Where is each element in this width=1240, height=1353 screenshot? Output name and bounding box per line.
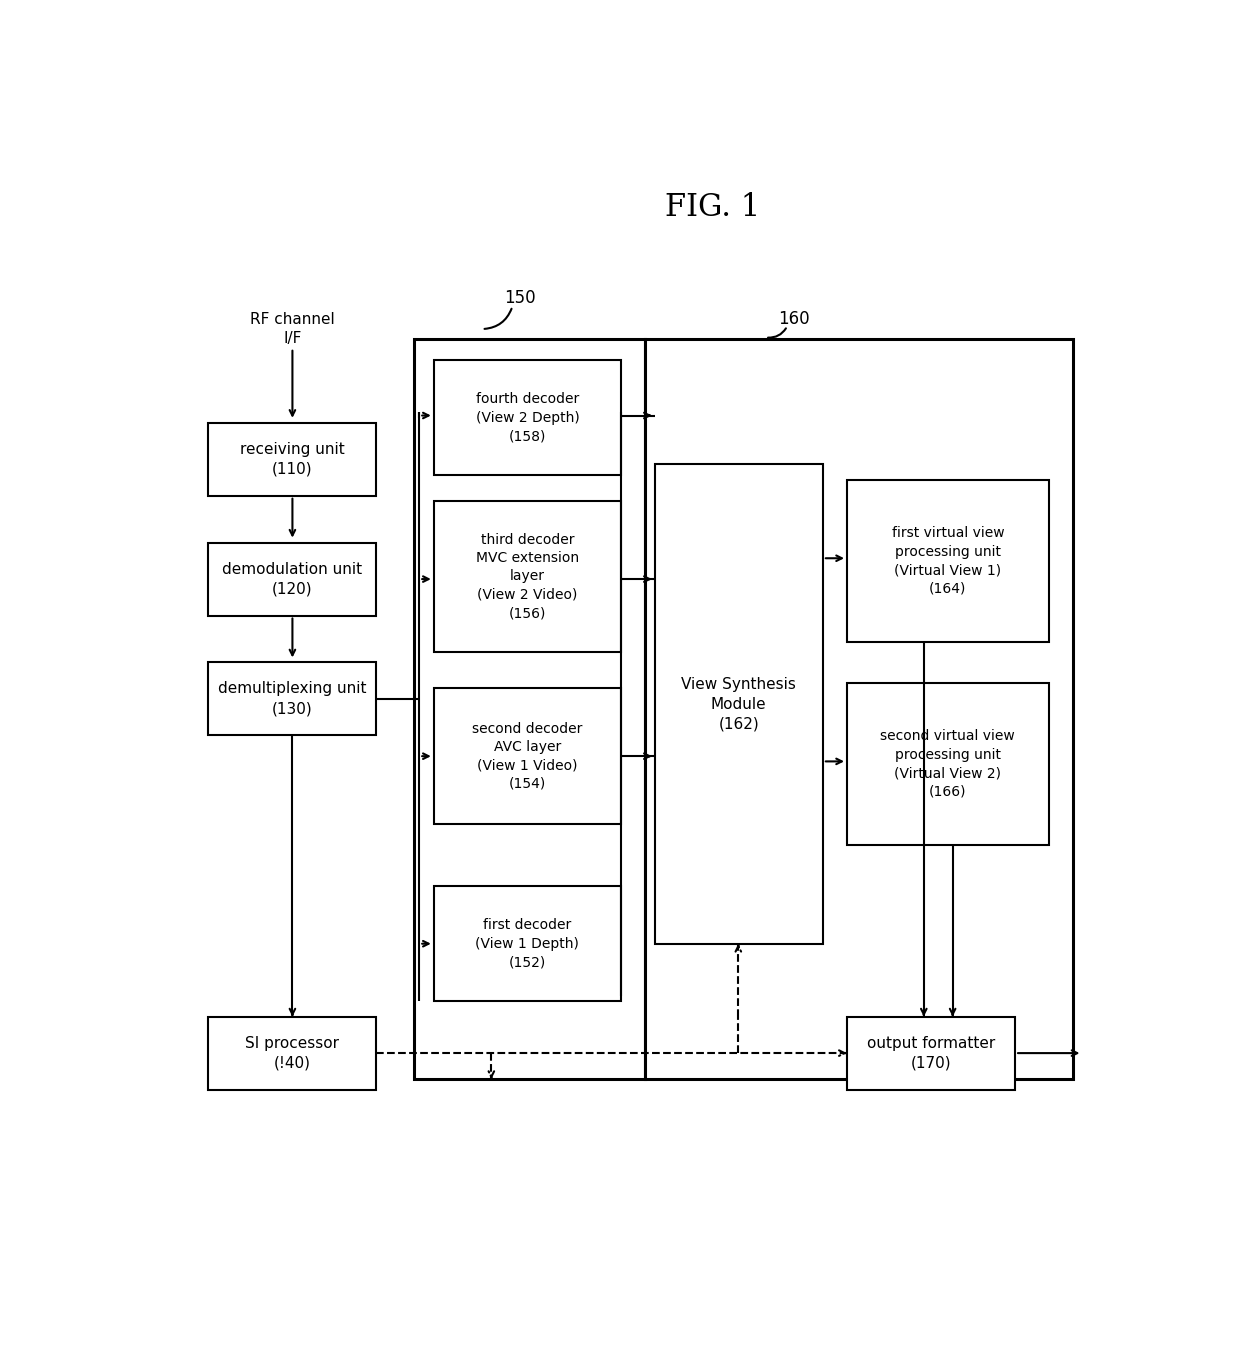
- Text: RF channel
I/F: RF channel I/F: [250, 311, 335, 346]
- Bar: [208, 663, 376, 735]
- Text: third decoder
MVC extension
layer
(View 2 Video)
(156): third decoder MVC extension layer (View …: [476, 533, 579, 620]
- Text: second virtual view
processing unit
(Virtual View 2)
(166): second virtual view processing unit (Vir…: [880, 729, 1016, 798]
- Text: 160: 160: [779, 310, 810, 327]
- Bar: [208, 422, 376, 495]
- Text: first decoder
(View 1 Depth)
(152): first decoder (View 1 Depth) (152): [475, 919, 579, 969]
- Bar: [645, 340, 1073, 1080]
- Bar: [847, 683, 1049, 844]
- Text: View Synthesis
Module
(162): View Synthesis Module (162): [681, 676, 796, 732]
- Bar: [847, 480, 1049, 641]
- Text: output formatter
(170): output formatter (170): [867, 1035, 996, 1070]
- Text: demultiplexing unit
(130): demultiplexing unit (130): [218, 682, 366, 716]
- Text: first virtual view
processing unit
(Virtual View 1)
(164): first virtual view processing unit (Virt…: [892, 526, 1004, 595]
- Text: second decoder
AVC layer
(View 1 Video)
(154): second decoder AVC layer (View 1 Video) …: [472, 721, 583, 790]
- Bar: [434, 886, 621, 1001]
- Text: 150: 150: [505, 288, 536, 307]
- Bar: [847, 1016, 1016, 1089]
- Text: fourth decoder
(View 2 Depth)
(158): fourth decoder (View 2 Depth) (158): [475, 392, 579, 442]
- Bar: [434, 501, 621, 652]
- Bar: [434, 360, 621, 475]
- Text: FIG. 1: FIG. 1: [665, 192, 760, 223]
- Text: SI processor
(!40): SI processor (!40): [246, 1035, 339, 1070]
- Bar: [655, 464, 823, 944]
- Text: receiving unit
(110): receiving unit (110): [239, 442, 345, 476]
- Bar: [208, 1016, 376, 1089]
- Bar: [208, 543, 376, 616]
- Bar: [434, 689, 621, 824]
- Text: demodulation unit
(120): demodulation unit (120): [222, 561, 362, 597]
- Bar: [414, 340, 645, 1080]
